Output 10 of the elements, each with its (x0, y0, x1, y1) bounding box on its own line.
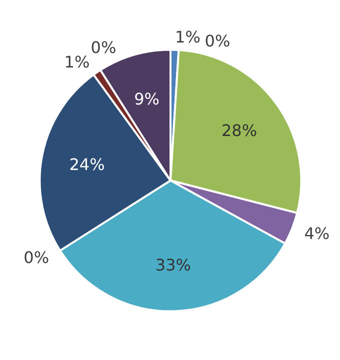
data-label: 28% (221, 121, 258, 140)
text: 0% (90, 38, 116, 58)
data-label: 24% (69, 155, 105, 174)
data-label: 9% (134, 90, 160, 109)
data-label: 1% (64, 52, 90, 72)
data-label: 33% (155, 256, 191, 275)
text: 0% (24, 248, 50, 267)
data-label: 4% (304, 224, 330, 243)
text: 0% (204, 32, 230, 51)
data-label: 1% (175, 28, 200, 47)
